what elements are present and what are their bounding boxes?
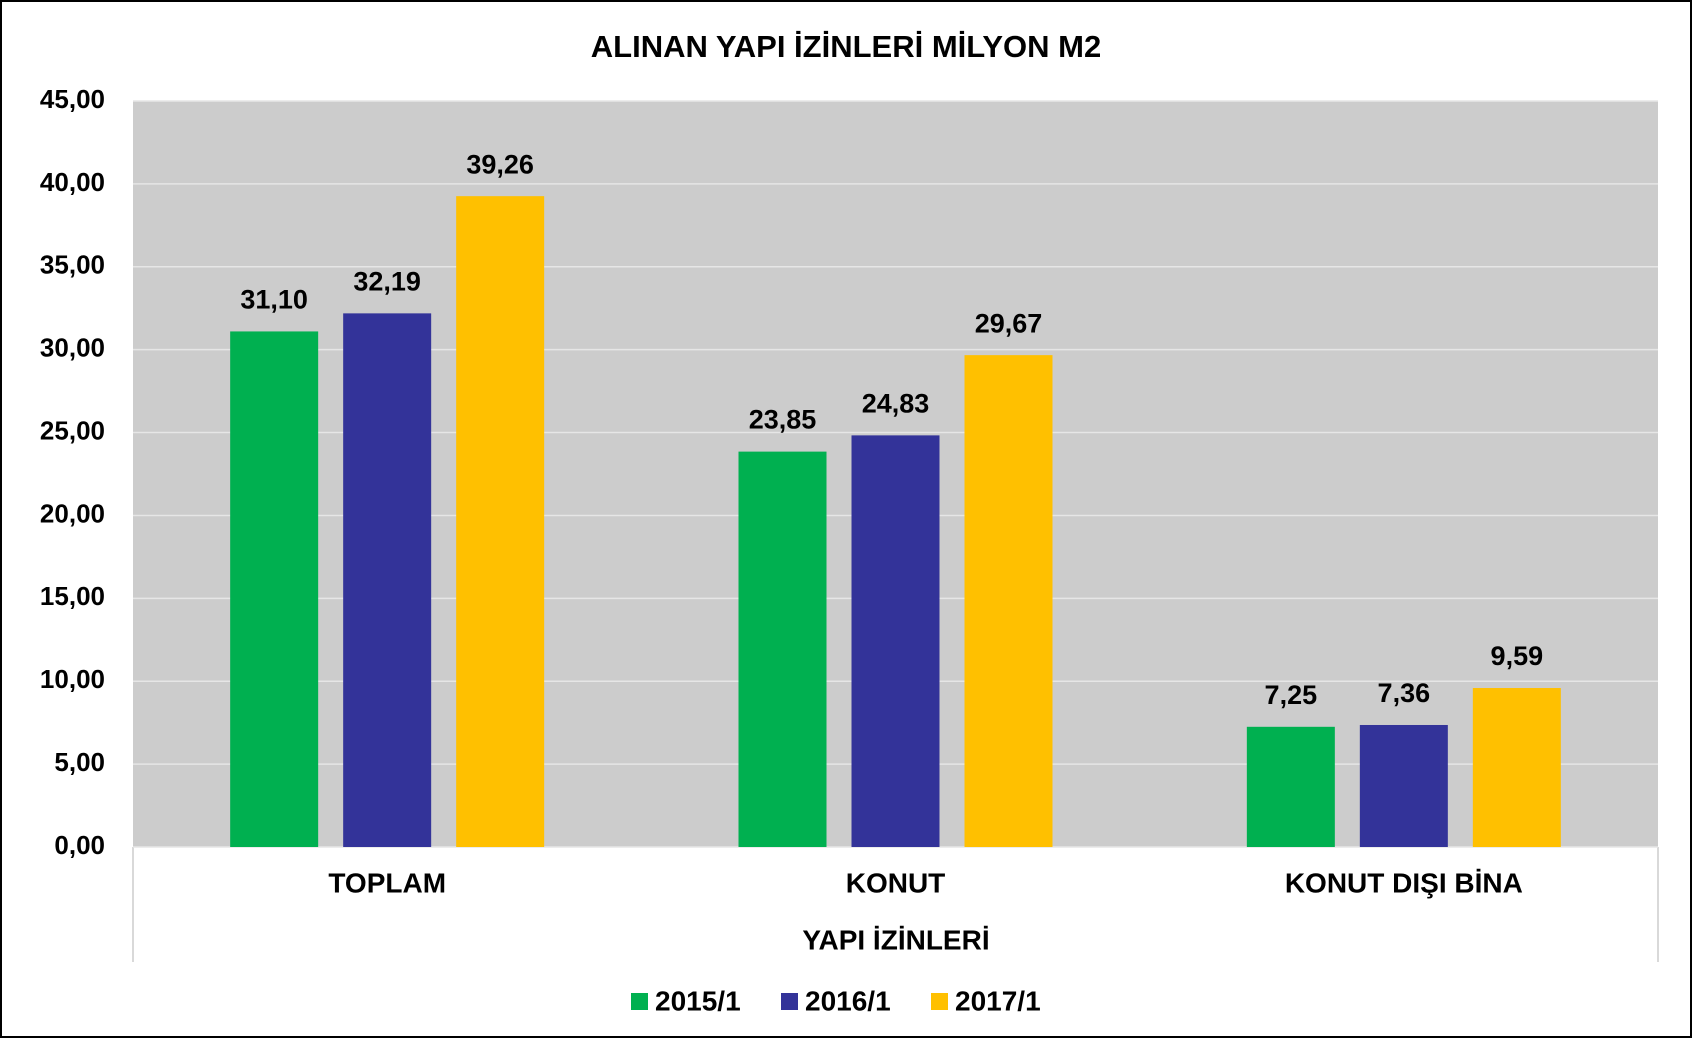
y-tick-label: 40,00 <box>40 167 105 197</box>
y-tick-label: 10,00 <box>40 664 105 694</box>
value-label: 24,83 <box>862 388 930 418</box>
legend-swatch <box>631 993 648 1010</box>
value-label: 31,10 <box>240 285 308 315</box>
value-label: 23,85 <box>749 405 817 435</box>
y-tick-label: 45,00 <box>40 84 105 114</box>
value-label: 32,19 <box>353 266 421 296</box>
bar <box>343 313 432 847</box>
value-label: 39,26 <box>466 149 534 179</box>
bar <box>851 435 940 847</box>
legend-label: 2016/1 <box>805 985 891 1016</box>
bar <box>1246 726 1335 847</box>
bar <box>964 355 1053 847</box>
chart-title: ALINAN YAPI İZİNLERİ MİLYON M2 <box>591 29 1101 64</box>
y-tick-label: 15,00 <box>40 581 105 611</box>
y-tick-label: 25,00 <box>40 415 105 445</box>
y-tick-label: 35,00 <box>40 250 105 280</box>
x-tick-label: KONUT <box>846 867 946 898</box>
x-tick-label: TOPLAM <box>328 867 446 898</box>
legend-swatch <box>931 993 948 1010</box>
legend-swatch <box>781 993 798 1010</box>
legend-label: 2017/1 <box>955 985 1041 1016</box>
bar <box>738 451 827 847</box>
bar <box>1359 724 1448 847</box>
bar <box>230 331 319 847</box>
y-tick-label: 0,00 <box>54 830 105 860</box>
y-tick-label: 20,00 <box>40 498 105 528</box>
y-tick-label: 5,00 <box>54 747 105 777</box>
legend-label: 2015/1 <box>655 985 741 1016</box>
bar <box>1472 688 1561 847</box>
value-label: 29,67 <box>975 308 1043 338</box>
value-label: 7,36 <box>1378 678 1431 708</box>
x-tick-label: KONUT DIŞI BİNA <box>1285 867 1523 898</box>
bar <box>456 196 545 848</box>
y-tick-label: 30,00 <box>40 333 105 363</box>
value-label: 9,59 <box>1491 641 1544 671</box>
x-axis-title: YAPI İZİNLERİ <box>802 924 989 955</box>
value-label: 7,25 <box>1265 680 1318 710</box>
